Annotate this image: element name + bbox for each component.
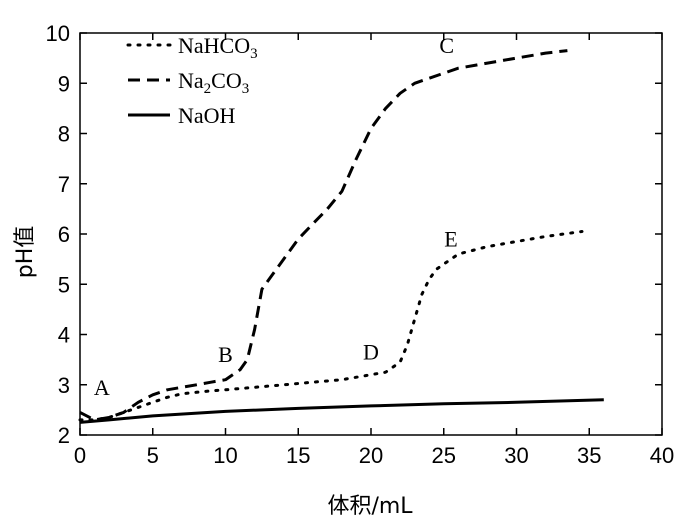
- y-tick-label: 5: [58, 272, 70, 297]
- plot-frame: [79, 32, 663, 436]
- annotation-d: D: [363, 340, 379, 365]
- y-tick-label: 8: [58, 122, 70, 147]
- series-line-nahco3: [78, 230, 584, 422]
- ticks-layer: 0 5 10 15 20 25 30 35 40 2 3 4 5 6 7 8 9 10: [46, 21, 675, 468]
- y-tick-label: 4: [58, 323, 70, 348]
- legend-item-naoh: NaOH: [128, 103, 236, 128]
- legend-label-na2co3: Na2CO3: [178, 68, 249, 97]
- x-tick-label: 15: [286, 443, 310, 468]
- legend: NaHCO3 Na2CO3 NaOH: [126, 33, 258, 128]
- series-layer: [78, 49, 604, 424]
- y-tick-label: 10: [46, 21, 70, 46]
- y-axis-title: pH值: [13, 226, 38, 279]
- x-tick-label: 5: [147, 443, 159, 468]
- annotation-c: C: [439, 33, 454, 58]
- y-tick-label: 6: [58, 222, 70, 247]
- annotation-b: B: [218, 342, 233, 367]
- x-tick-label: 10: [213, 443, 237, 468]
- legend-item-na2co3: Na2CO3: [128, 68, 249, 97]
- axes-layer: [79, 32, 663, 436]
- y-tick-label: 2: [58, 423, 70, 448]
- x-tick-label: 25: [432, 443, 456, 468]
- plot-area: 0 5 10 15 20 25 30 35 40 2 3 4 5 6 7 8 9 10 A B C D E: [46, 21, 675, 468]
- annotation-e: E: [444, 227, 457, 252]
- x-tick-label: 0: [74, 443, 86, 468]
- x-tick-label: 20: [359, 443, 383, 468]
- y-tick-label: 3: [58, 373, 70, 398]
- legend-label-naoh: NaOH: [178, 103, 236, 128]
- x-axis-title: 体积/mL: [327, 494, 413, 519]
- x-tick-label: 40: [650, 443, 674, 468]
- legend-item-nahco3: NaHCO3: [126, 33, 258, 62]
- x-tick-label: 30: [504, 443, 528, 468]
- series-line-na2co3: [79, 49, 568, 422]
- annotation-a: A: [94, 375, 110, 400]
- y-tick-label: 9: [58, 71, 70, 96]
- legend-label-nahco3: NaHCO3: [178, 33, 258, 62]
- series-line-naoh: [79, 398, 604, 424]
- y-tick-label: 7: [58, 172, 70, 197]
- annotations-layer: A B C D E: [94, 33, 458, 400]
- x-tick-label: 35: [577, 443, 601, 468]
